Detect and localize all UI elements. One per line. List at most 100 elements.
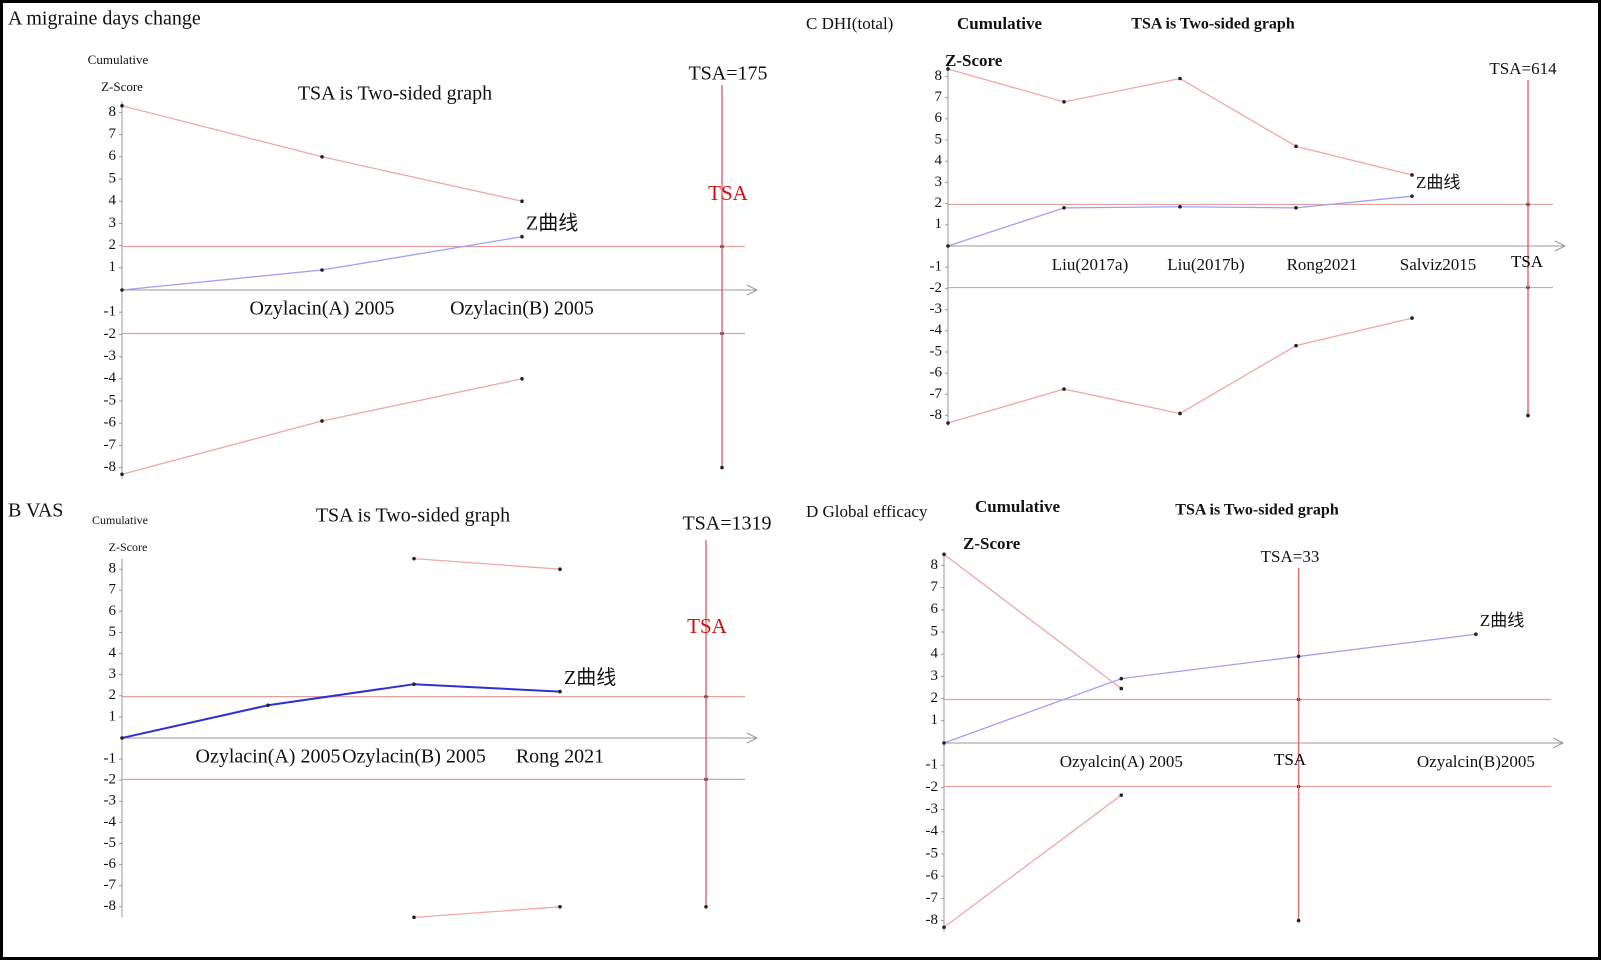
tsa-marker: TSA [708,181,749,205]
point [1294,144,1298,149]
x-axis-arrow [746,284,759,296]
boundary-line [413,906,561,918]
y-tick-label: -8 [104,459,117,475]
tsa-dot [704,905,708,909]
y-tick-label: -6 [926,868,939,884]
y-tick-label: -4 [926,823,939,839]
y-tick-label: 2 [935,195,943,211]
y-tick-label: 7 [109,582,117,598]
point [942,552,946,557]
point [558,689,562,694]
point [942,741,946,745]
tsa-label: TSA=614 [1489,59,1557,78]
point [558,567,562,571]
y-tick-label: 5 [935,131,943,147]
point [1062,206,1066,210]
y-tick-label: 2 [931,690,939,706]
x-tick-label: Rong 2021 [516,746,604,768]
panel-title: D Global efficacy [806,502,928,521]
y-tick-label: -6 [930,365,943,381]
y-tick-label: -1 [104,304,117,320]
y-tick-label: -5 [104,392,117,408]
x-tick-label: Salviz2015 [1400,255,1477,274]
x-tick-label: Ozyalcin(A) 2005 [1060,752,1183,771]
y-label-top: Cumulative [88,52,149,67]
y-tick-label: 8 [935,68,943,84]
y-tick-label: -4 [104,370,117,386]
y-tick-label: -2 [104,772,117,788]
y-tick-label: -7 [104,877,117,893]
point [520,377,524,381]
y-tick-label: 6 [109,148,117,164]
y-tick-label: -8 [926,912,939,928]
point [946,421,950,425]
y-tick-label: -4 [930,322,943,338]
y-tick-label: 3 [931,668,939,684]
point [120,288,124,292]
tsa-dot [720,465,724,470]
y-tick-label: 6 [931,601,939,617]
y-tick-label: 1 [935,216,943,232]
point [1119,793,1124,797]
point [1119,686,1124,691]
x-tick-label: Rong2021 [1287,255,1358,274]
z-curve-label: Z曲线 [1416,173,1460,192]
y-tick-label: 4 [931,646,939,662]
y-tick-label: 7 [109,126,117,142]
y-tick-label: -8 [930,407,943,423]
boundary-line [943,553,1122,690]
point [320,155,324,159]
panel-title: C DHI(total) [806,14,893,33]
point [266,703,270,708]
y-label: Z-Score [963,534,1021,553]
x-tick-label: Liu(2017a) [1052,255,1128,274]
x-tick-label: Liu(2017b) [1167,255,1244,274]
point [1410,173,1414,177]
y-tick-label: 8 [109,561,117,577]
y-tick-label: 4 [109,645,117,661]
point [558,905,562,909]
point [946,67,950,71]
point [120,103,124,108]
y-tick-label: 8 [931,557,939,573]
y-tick-label: -7 [104,437,117,453]
point [412,682,416,686]
point [412,915,416,920]
tsa-dot [1296,918,1301,923]
z-curve-label: Z曲线 [564,666,616,689]
y-tick-label: -3 [104,348,117,364]
tsa-marker: TSA [687,614,728,638]
y-label: Z-Score [101,79,143,94]
x-axis-arrow [1552,737,1565,749]
point [412,556,416,561]
y-tick-label: -7 [930,386,943,402]
z-curve [943,633,1476,744]
point [1294,343,1298,348]
y-tick-label: -6 [104,856,117,872]
y-tick-label: 2 [109,237,117,253]
point [1178,76,1182,81]
tsa-label: TSA=33 [1261,547,1320,566]
tsa-label: TSA=1319 [682,513,771,535]
point [1410,316,1414,320]
y-tick-label: 4 [109,193,117,209]
x-tick-label: Ozylacin(A) 2005 [196,746,341,768]
point [1062,100,1066,104]
y-tick-label: 4 [935,153,943,169]
y-label: Z-Score [109,540,148,554]
y-label: Z-Score [945,51,1003,70]
point [946,244,950,248]
y-tick-label: -3 [926,801,939,817]
point [520,234,524,239]
point [1178,411,1182,416]
x-tick-label: Ozylacin(A) 2005 [250,298,395,320]
y-tick-label: 3 [935,174,943,190]
y-tick-label: -1 [104,751,117,767]
y-tick-label: 5 [931,623,939,639]
y-tick-label: 1 [109,259,117,275]
z-curve-label: Z曲线 [1480,611,1524,630]
y-label-top: Cumulative [92,513,148,527]
y-tick-label: 8 [109,104,117,120]
y-tick-label: -7 [926,890,939,906]
